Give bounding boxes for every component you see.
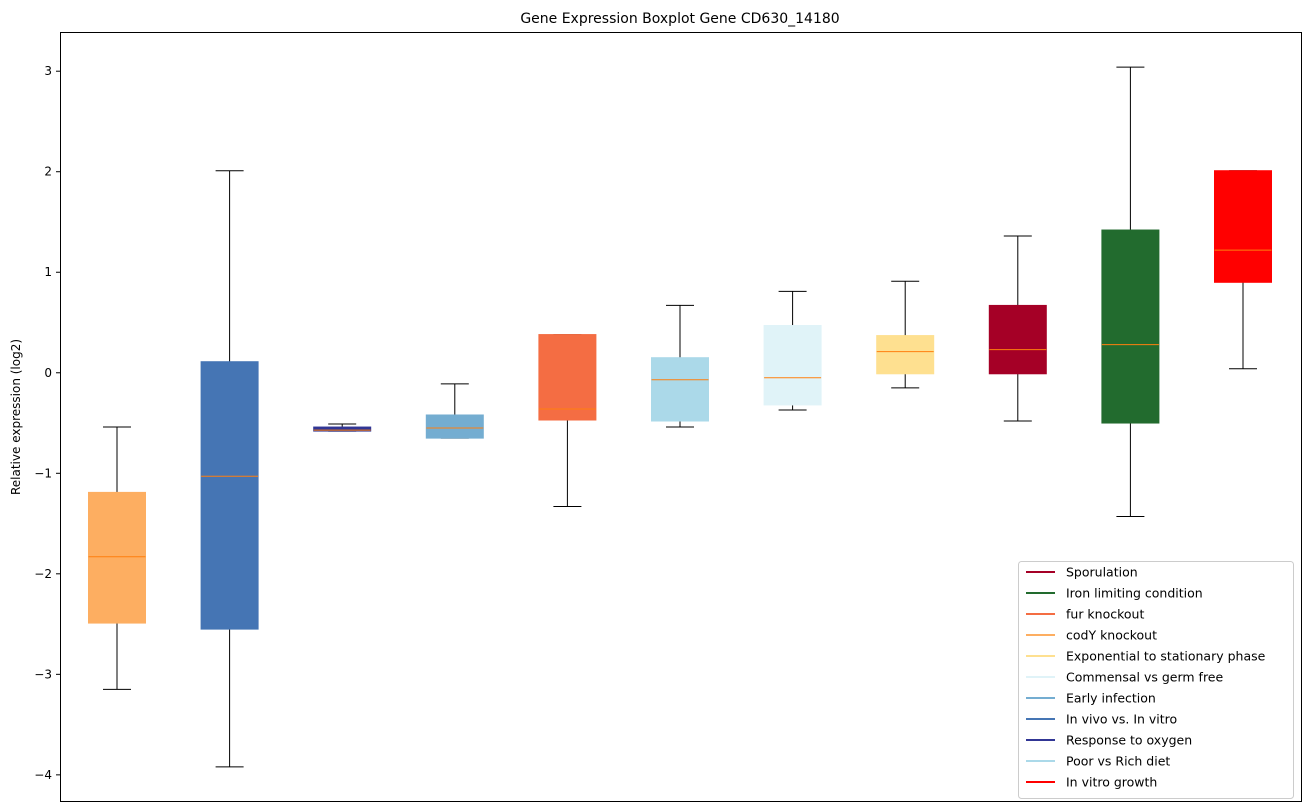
box-body: [988, 304, 1047, 375]
y-tick-label: −2: [34, 567, 52, 581]
legend-label: Commensal vs germ free: [1066, 670, 1223, 685]
y-tick-label: 3: [44, 64, 52, 78]
legend-label: fur knockout: [1066, 607, 1144, 622]
boxes: [88, 66, 1272, 768]
box-in-vivo-vs-in-vitro: [200, 170, 259, 768]
y-tick-label: 2: [44, 165, 52, 179]
box-early-infection: [425, 383, 484, 439]
box-body: [876, 335, 935, 375]
box-iron-limiting-condition: [1101, 66, 1160, 518]
y-tick-label: −4: [34, 768, 52, 782]
y-tick-label: 0: [44, 366, 52, 380]
box-body: [200, 361, 259, 630]
legend-label: Iron limiting condition: [1066, 586, 1203, 601]
y-tick-label: 1: [44, 265, 52, 279]
box-cody-knockout: [88, 426, 146, 690]
box-body: [651, 357, 709, 422]
legend-label: Exponential to stationary phase: [1066, 649, 1266, 664]
box-sporulation: [988, 235, 1047, 422]
chart-title: Gene Expression Boxplot Gene CD630_14180: [520, 11, 839, 27]
box-commensal-vs-germ-free: [763, 290, 822, 411]
y-tick-label: −3: [34, 667, 52, 681]
legend-label: Early infection: [1066, 691, 1156, 706]
legend-label: codY knockout: [1066, 628, 1157, 643]
box-in-vitro-growth: [1214, 170, 1272, 370]
box-body: [763, 325, 822, 406]
legend-label: Poor vs Rich diet: [1066, 754, 1170, 769]
box-body: [313, 426, 372, 432]
plot-frame: [60, 32, 1302, 802]
box-body: [1101, 229, 1160, 424]
legend-label: Response to oxygen: [1066, 733, 1192, 748]
box-body: [425, 414, 484, 439]
legend: Sporulation Iron limiting condition fur kn…: [1018, 561, 1294, 799]
legend-label: In vivo vs. In vitro: [1066, 712, 1177, 727]
box-response-to-oxygen: [313, 423, 372, 432]
box-body: [1214, 170, 1272, 283]
box-fur-knockout: [538, 334, 597, 507]
legend-frame: [1018, 561, 1294, 799]
legend-label: In vitro growth: [1066, 775, 1157, 790]
legend-label: Sporulation: [1066, 565, 1138, 580]
box-poor-vs-rich-diet: [651, 304, 709, 428]
box-exponential-to-stationary-phase: [876, 280, 935, 389]
box-body: [538, 334, 597, 421]
y-tick-label: −1: [34, 466, 52, 480]
y-axis-label: Relative expression (log2): [9, 339, 23, 495]
y-axis: 3 2 1 0 −1 −2 −3 −4: [34, 64, 60, 782]
box-body: [88, 491, 146, 624]
